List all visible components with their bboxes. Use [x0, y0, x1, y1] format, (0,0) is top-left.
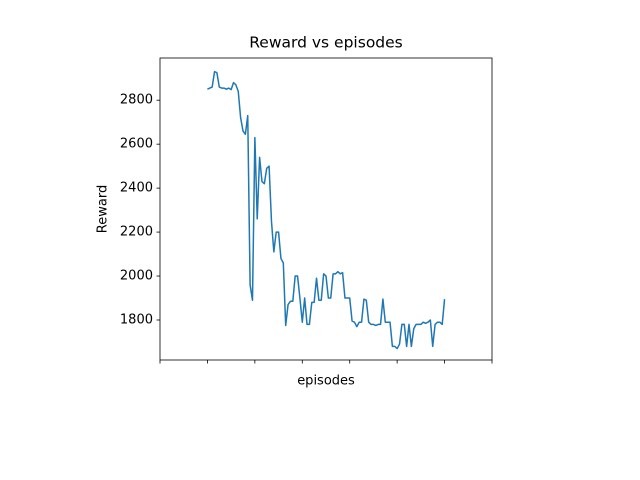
y-tick-label: 1800 — [120, 312, 153, 327]
plot-frame — [159, 57, 493, 361]
y-tick-label: 2600 — [120, 137, 153, 152]
y-tick-label: 2200 — [120, 225, 153, 240]
line-series — [207, 70, 446, 350]
y-axis-label: Reward — [96, 185, 111, 233]
chart-title: Reward vs episodes — [249, 34, 403, 52]
y-tick-label: 2800 — [120, 93, 153, 108]
x-axis-label: episodes — [297, 374, 355, 389]
y-tick-label: 2400 — [120, 181, 153, 196]
y-tick-label: 2000 — [120, 269, 153, 284]
